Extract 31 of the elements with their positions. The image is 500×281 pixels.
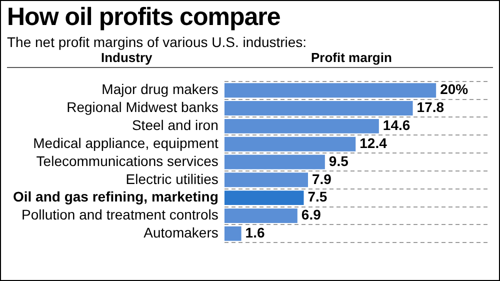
bar xyxy=(224,83,436,98)
bar xyxy=(224,136,356,152)
y-axis-title: Industry xyxy=(101,50,152,65)
bar xyxy=(224,226,242,241)
y-tick-label: Electric utilities xyxy=(126,170,218,187)
y-tick-label: Regional Midwest banks xyxy=(66,99,218,116)
y-tick-label: Oil and gas refining, marketing xyxy=(12,188,218,205)
bar xyxy=(224,101,413,116)
data-label: 6.9 xyxy=(301,206,322,223)
y-tick-label: Steel and iron xyxy=(132,117,218,134)
y-tick-label: Telecommunications services xyxy=(36,152,218,169)
y-tick-label: Major drug makers xyxy=(102,81,218,98)
data-label: 20% xyxy=(440,81,469,98)
x-axis-title: Profit margin xyxy=(311,50,392,65)
bar xyxy=(224,190,304,206)
bar xyxy=(224,118,379,134)
bar xyxy=(224,172,308,188)
y-tick-label: Automakers xyxy=(144,224,218,241)
data-label: 7.9 xyxy=(312,170,332,187)
chart-title: How oil profits compare xyxy=(7,3,280,32)
data-label: 7.5 xyxy=(308,188,328,205)
data-label: 17.8 xyxy=(416,99,444,116)
data-label: 9.5 xyxy=(328,152,349,169)
bar xyxy=(224,154,325,170)
data-label: 14.6 xyxy=(382,117,410,134)
data-label: 12.4 xyxy=(360,134,388,151)
data-label: 1.6 xyxy=(245,224,265,241)
y-tick-label: Medical appliance, equipment xyxy=(33,134,218,151)
bar xyxy=(224,208,298,223)
chart-subtitle: The net profit margins of various U.S. industries: xyxy=(7,34,307,50)
y-tick-label: Pollution and treatment controls xyxy=(21,206,218,223)
